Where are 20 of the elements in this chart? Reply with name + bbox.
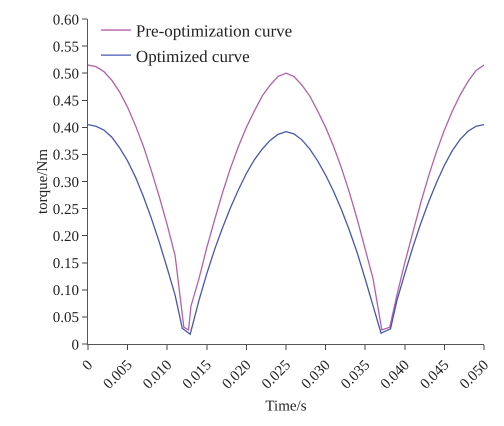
y-tick-label: 0.60 xyxy=(52,12,79,28)
y-tick-label: 0.30 xyxy=(52,174,79,191)
y-tick-label: 0.20 xyxy=(52,228,79,245)
line-series xyxy=(88,124,484,335)
x-axis-title: Time/s xyxy=(265,398,307,414)
y-tick-label: 0.15 xyxy=(52,256,79,272)
y-tick-label: 0.25 xyxy=(52,202,79,218)
x-tick-label: 0 xyxy=(80,357,96,374)
y-tick-label: 0.40 xyxy=(52,120,79,137)
line-series xyxy=(88,64,484,331)
y-tick-label: 0.55 xyxy=(52,39,79,56)
legend-label: Pre-optimization curve xyxy=(136,22,292,41)
legend-label: Optimized curve xyxy=(136,46,250,66)
y-tick-label: 0.05 xyxy=(52,310,79,326)
y-tick-label: 0.45 xyxy=(52,94,79,110)
y-axis-title: torque/Nm xyxy=(34,148,51,214)
y-tick-label: 0.50 xyxy=(52,66,79,82)
y-tick-label: 0 xyxy=(72,337,79,354)
y-tick-label: 0.10 xyxy=(52,283,79,300)
y-tick-label: 0.35 xyxy=(52,148,79,164)
